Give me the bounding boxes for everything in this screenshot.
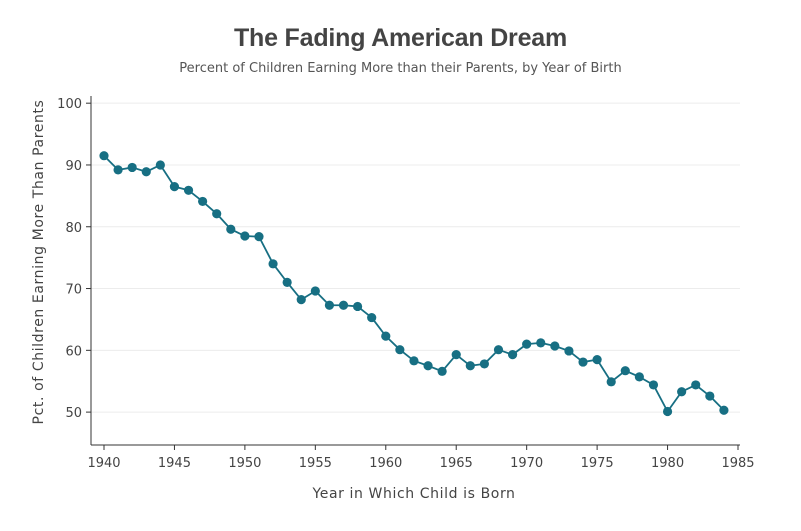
data-point-1952: [268, 259, 278, 269]
gridlines: [91, 102, 740, 413]
x-tick-label-1945: 1945: [158, 456, 191, 471]
x-tick-label-1970: 1970: [510, 456, 543, 471]
data-point-1951: [254, 232, 264, 242]
data-point-1963: [423, 361, 433, 371]
series-line-0: [103, 155, 725, 413]
data-point-1955: [310, 286, 320, 296]
x-tick-label-1955: 1955: [299, 456, 332, 471]
data-point-1944: [155, 160, 165, 170]
y-tick-label-50: 50: [65, 406, 82, 421]
data-point-1960: [381, 331, 391, 341]
data-point-1973: [564, 346, 574, 356]
data-point-1954: [296, 295, 306, 305]
data-point-1947: [198, 196, 208, 207]
data-point-1959: [367, 312, 377, 323]
data-point-1968: [493, 345, 504, 355]
data-point-1975: [592, 354, 602, 365]
data-point-1958: [353, 301, 363, 312]
data-point-1983: [705, 391, 715, 401]
data-point-1979: [648, 380, 659, 390]
data-point-1946: [183, 185, 194, 195]
x-tick-label-1985: 1985: [721, 456, 754, 471]
data-point-1964: [437, 366, 447, 376]
y-axis-title: Pct. of Children Earning More Than Paren…: [31, 100, 47, 425]
data-point-1978: [634, 372, 644, 382]
x-tick-label-1975: 1975: [581, 456, 614, 471]
data-point-1943: [141, 167, 151, 177]
data-point-1980: [662, 406, 673, 417]
y-tick-label-70: 70: [65, 283, 82, 298]
data-point-1940: [99, 151, 109, 161]
data-point-1956: [324, 300, 335, 310]
y-tick-label-60: 60: [65, 344, 82, 359]
data-point-1949: [226, 224, 236, 234]
x-tick-label-1980: 1980: [651, 456, 684, 471]
data-point-1953: [282, 277, 292, 287]
y-tick-label-100: 100: [57, 97, 82, 112]
data-point-1957: [338, 300, 349, 310]
data-point-1972: [550, 341, 560, 351]
data-point-1945: [169, 181, 180, 192]
data-point-1981: [677, 387, 687, 397]
chart-title: The Fading American Dream: [233, 24, 568, 52]
x-tick-label-1960: 1960: [369, 456, 402, 471]
y-tick-label-90: 90: [65, 159, 82, 174]
data-point-1961: [395, 345, 405, 355]
data-point-1974: [578, 357, 588, 367]
data-point-1971: [536, 338, 546, 348]
data-point-1977: [620, 366, 630, 376]
data-point-1976: [606, 377, 616, 387]
chart-subtitle: Percent of Children Earning More than th…: [179, 61, 622, 76]
data-point-1948: [212, 209, 222, 219]
data-point-1942: [127, 162, 137, 173]
data-point-1966: [465, 361, 475, 371]
x-tick-label-1965: 1965: [440, 456, 473, 471]
data-point-1967: [479, 359, 489, 369]
data-point-1984: [719, 405, 729, 415]
y-tick-label-80: 80: [65, 221, 82, 236]
data-point-1962: [409, 356, 419, 366]
data-point-1982: [691, 380, 701, 390]
series-line: [99, 151, 729, 417]
data-point-1965: [451, 350, 461, 360]
data-point-1950: [240, 231, 250, 241]
data-point-1941: [113, 165, 123, 175]
x-tick-label-1950: 1950: [228, 456, 261, 471]
x-tick-label-1940: 1940: [87, 456, 120, 471]
x-axis-title: Year in Which Child is Born: [311, 486, 515, 502]
axes: 50 60 70 80 90 100 1940 1945 1950 1955 1960 1965 197…: [57, 96, 755, 471]
data-point-1969: [507, 350, 518, 360]
data-point-1970: [522, 339, 532, 349]
